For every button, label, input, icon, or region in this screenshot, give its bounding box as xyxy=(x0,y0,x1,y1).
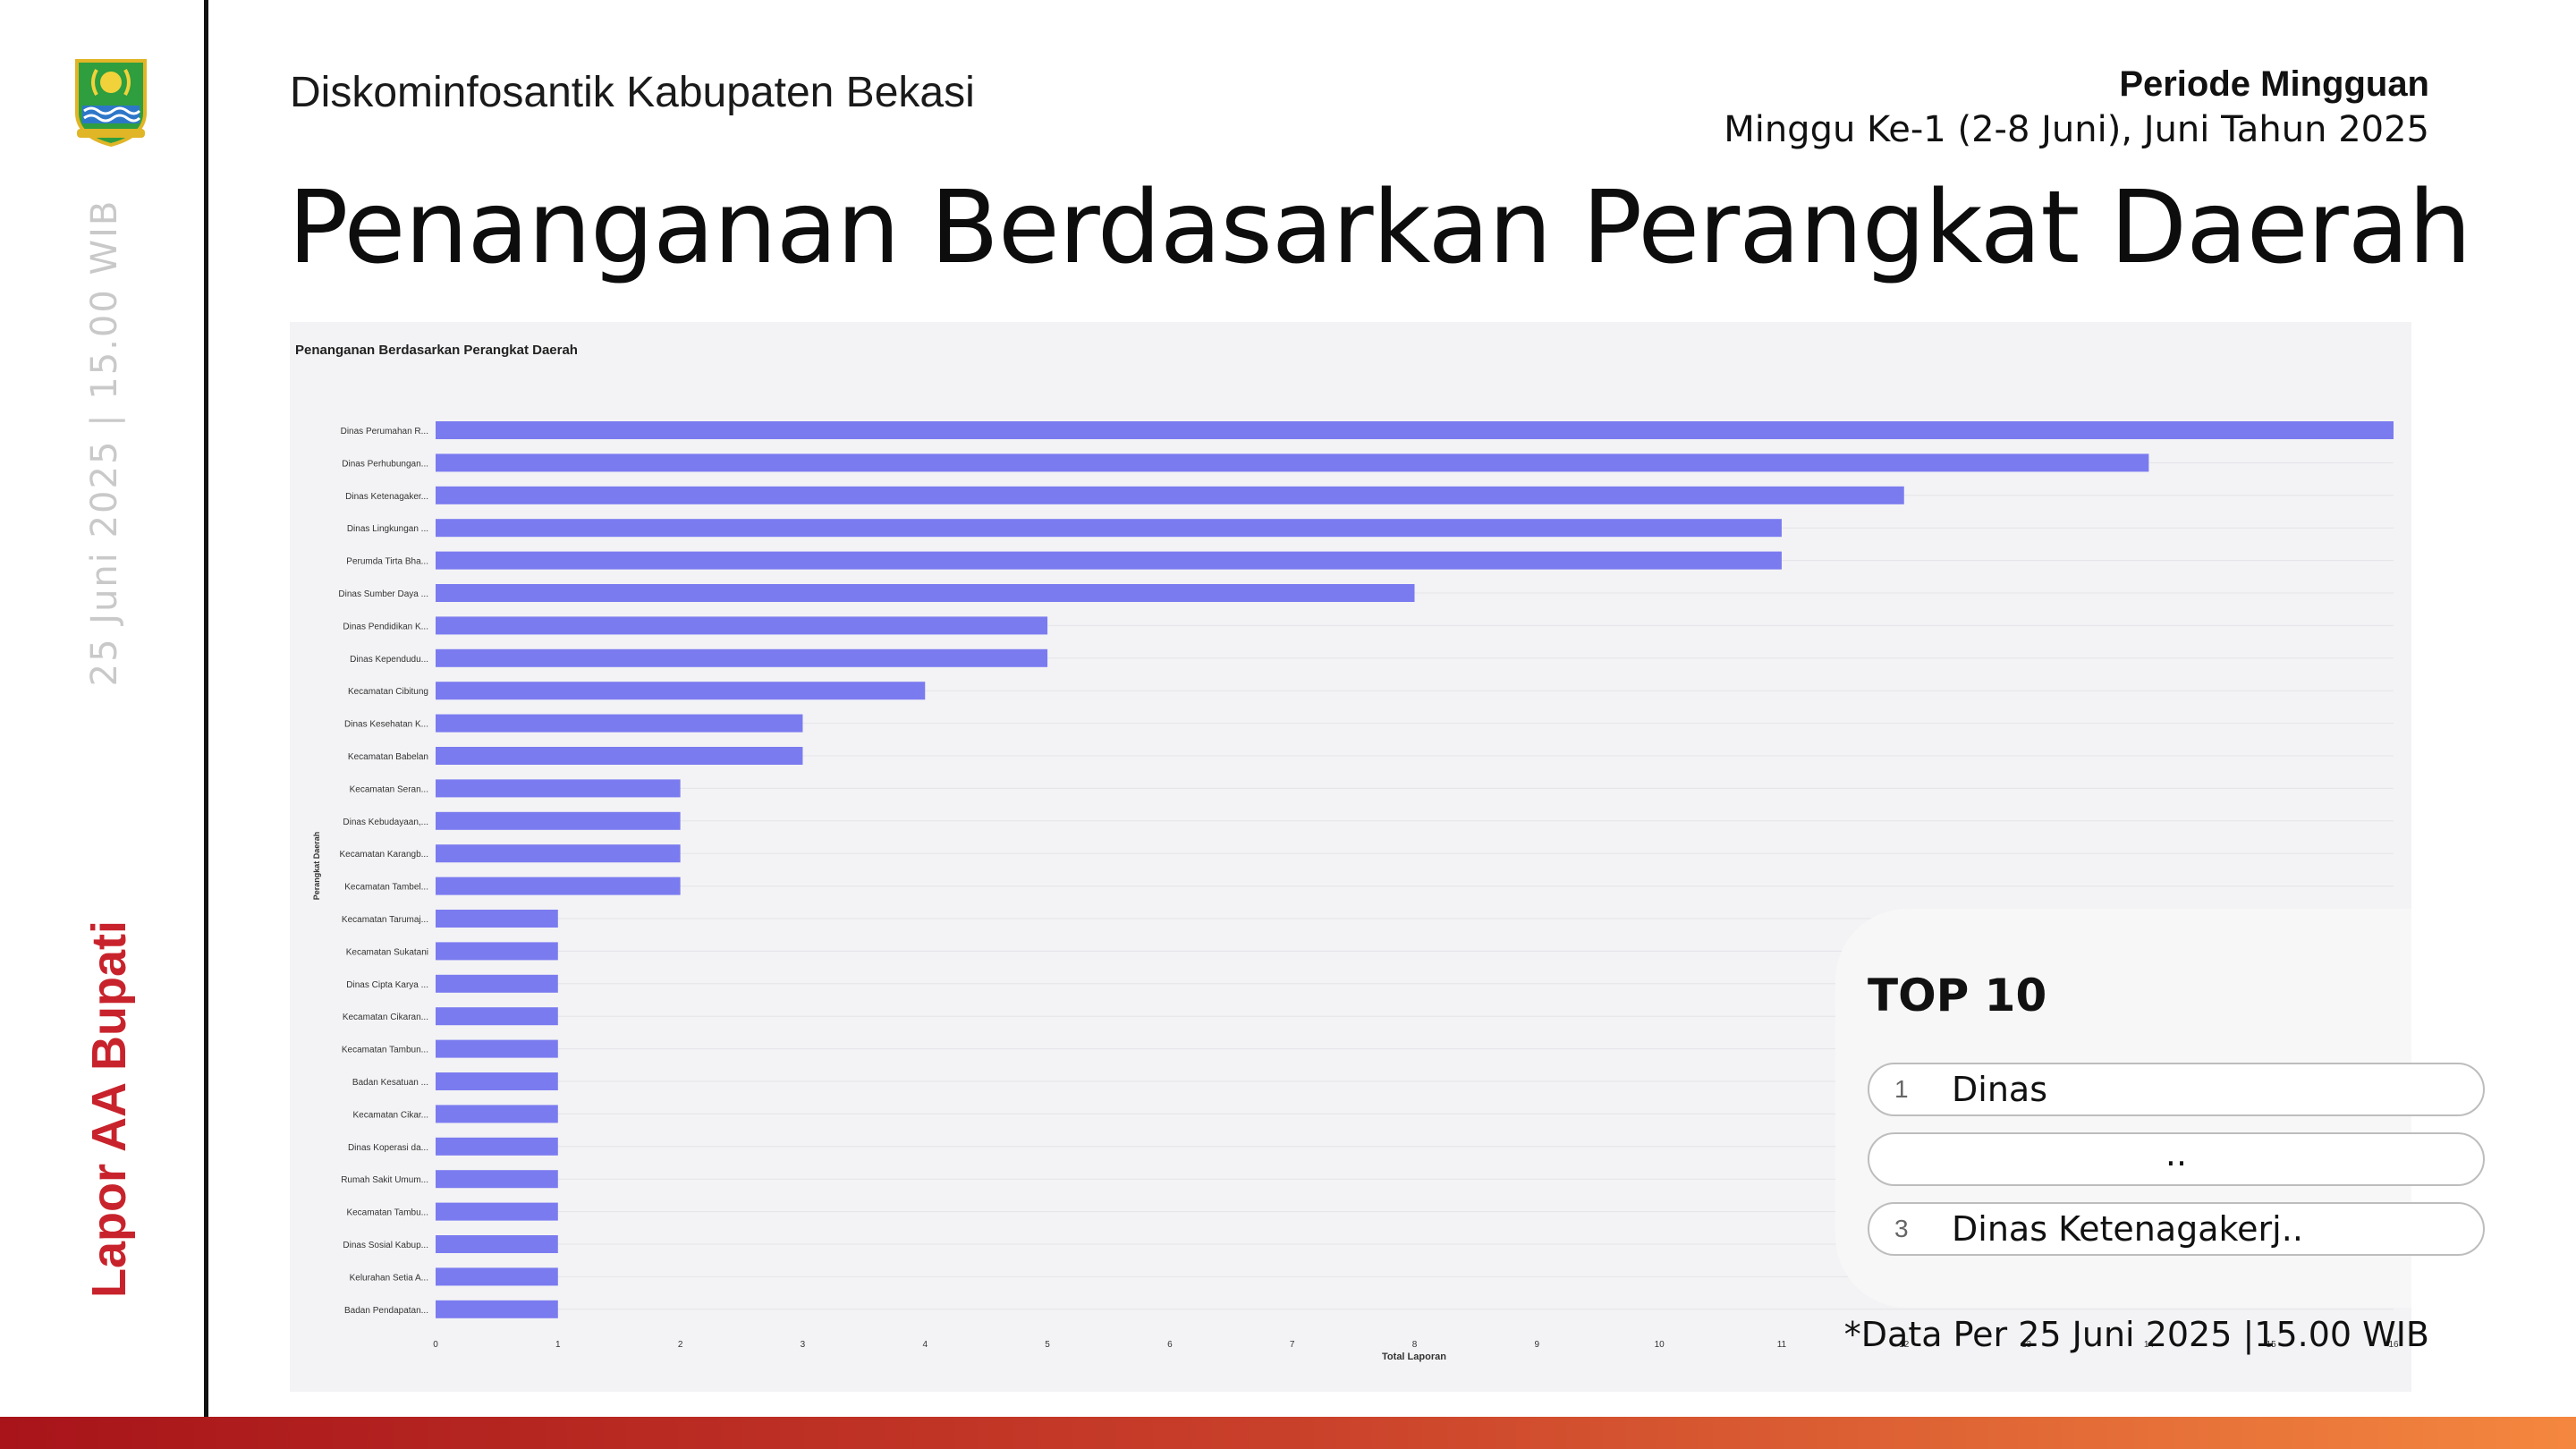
y-tick-label: Dinas Kebudayaan,... xyxy=(343,818,428,827)
x-tick-label: 5 xyxy=(1045,1340,1050,1350)
y-tick-label: Badan Kesatuan ... xyxy=(352,1078,428,1088)
y-tick-label: Kecamatan Babelan xyxy=(348,752,428,762)
chart-bar[interactable] xyxy=(436,1170,558,1189)
y-tick-label: Dinas Kependudu... xyxy=(350,655,428,665)
chart-title: Penanganan Berdasarkan Perangkat Daerah xyxy=(295,343,578,358)
chart-bar[interactable] xyxy=(436,942,558,961)
chart-bar[interactable] xyxy=(436,779,681,798)
x-axis-label: Total Laporan xyxy=(1382,1352,1446,1362)
side-brand-label: Lapor AA Bupati xyxy=(82,920,136,1298)
chart-bar[interactable] xyxy=(436,551,1782,570)
y-tick-label: Dinas Sosial Kabup... xyxy=(343,1241,428,1250)
x-tick-label: 11 xyxy=(1777,1340,1787,1350)
y-tick-label: Dinas Lingkungan ... xyxy=(347,524,428,534)
x-tick-label: 2 xyxy=(678,1340,683,1350)
x-tick-label: 7 xyxy=(1290,1340,1295,1350)
y-tick-label: Kecamatan Sukatani xyxy=(346,947,428,957)
top10-card: TOP 10 1 Dinas .. 3 Dinas Ketenagakerj.. xyxy=(1835,909,2485,1308)
y-tick-label: Perumda Tirta Bha... xyxy=(346,557,428,567)
top10-item-3[interactable]: 3 Dinas Ketenagakerj.. xyxy=(1868,1202,2485,1256)
top10-label: Dinas Ketenagakerj.. xyxy=(1952,1209,2303,1249)
chart-bar[interactable] xyxy=(436,453,2149,472)
chart-bar[interactable] xyxy=(436,682,926,700)
chart-bar[interactable] xyxy=(436,1202,558,1221)
top10-label: Dinas xyxy=(1952,1070,2047,1109)
side-date-label: 25 Juni 2025 | 15.00 WIB xyxy=(84,199,125,687)
y-tick-label: Dinas Perhubungan... xyxy=(342,459,428,469)
y-tick-label: Kecamatan Tambel... xyxy=(344,883,428,893)
bar-chart: Penanganan Berdasarkan Perangkat Daerah … xyxy=(295,343,2399,1362)
chart-bar[interactable] xyxy=(436,486,1904,504)
chart-bar[interactable] xyxy=(436,844,681,863)
top10-label: .. xyxy=(2165,1134,2188,1174)
top10-title: TOP 10 xyxy=(1868,970,2047,1021)
x-tick-label: 15 xyxy=(2267,1340,2277,1350)
chart-bar[interactable] xyxy=(436,1267,558,1286)
period-subtitle: Minggu Ke-1 (2-8 Juni), Juni Tahun 2025 xyxy=(1724,109,2429,150)
bottom-gradient-bar xyxy=(0,1417,2576,1449)
y-tick-label: Kelurahan Setia A... xyxy=(350,1273,428,1283)
chart-bar[interactable] xyxy=(436,877,681,895)
chart-bar[interactable] xyxy=(436,1039,558,1058)
chart-bar[interactable] xyxy=(436,1072,558,1090)
chart-bar[interactable] xyxy=(436,714,803,733)
chart-bar[interactable] xyxy=(436,648,1048,667)
y-tick-label: Kecamatan Cibitung xyxy=(348,687,428,697)
organization-name: Diskominfosantik Kabupaten Bekasi xyxy=(290,69,975,116)
y-tick-label: Kecamatan Tambu... xyxy=(346,1208,428,1218)
period-title: Periode Mingguan xyxy=(2119,64,2429,104)
chart-bar[interactable] xyxy=(436,1105,558,1123)
top10-item-2[interactable]: .. xyxy=(1868,1132,2485,1186)
chart-bar[interactable] xyxy=(436,747,803,765)
x-tick-label: 4 xyxy=(922,1340,928,1350)
y-tick-label: Dinas Cipta Karya ... xyxy=(346,980,428,990)
x-tick-label: 16 xyxy=(2388,1340,2399,1350)
chart-bar[interactable] xyxy=(436,811,681,830)
chart-bar[interactable] xyxy=(436,910,558,928)
x-tick-label: 10 xyxy=(1655,1340,1665,1350)
y-tick-label: Dinas Koperasi da... xyxy=(348,1143,428,1153)
y-tick-label: Dinas Pendidikan K... xyxy=(343,622,428,631)
x-tick-label: 6 xyxy=(1167,1340,1173,1350)
y-tick-label: Kecamatan Cikar... xyxy=(353,1110,428,1120)
x-tick-label: 13 xyxy=(2021,1340,2032,1350)
y-tick-label: Badan Pendapatan... xyxy=(344,1306,428,1316)
chart-bar[interactable] xyxy=(436,1300,558,1318)
x-tick-label: 14 xyxy=(2144,1340,2155,1350)
y-tick-label: Dinas Sumber Daya ... xyxy=(338,589,428,599)
y-tick-label: Dinas Kesehatan K... xyxy=(344,720,428,730)
x-tick-label: 1 xyxy=(555,1340,561,1350)
sidebar-divider xyxy=(204,0,208,1417)
chart-bar[interactable] xyxy=(436,1007,558,1026)
page-title: Penanganan Berdasarkan Perangkat Daerah xyxy=(288,170,2471,286)
x-tick-label: 12 xyxy=(1899,1340,1910,1350)
y-tick-label: Rumah Sakit Umum... xyxy=(341,1175,428,1185)
top10-rank: 1 xyxy=(1894,1075,1909,1103)
y-tick-label: Kecamatan Tambun... xyxy=(342,1046,428,1055)
y-tick-label: Dinas Perumahan R... xyxy=(341,427,428,436)
y-tick-label: Dinas Ketenagaker... xyxy=(345,492,428,502)
x-tick-label: 8 xyxy=(1412,1340,1418,1350)
chart-bar[interactable] xyxy=(436,616,1048,635)
y-tick-label: Kecamatan Tarumaj... xyxy=(342,915,428,925)
x-tick-label: 0 xyxy=(433,1340,438,1350)
top10-item-1[interactable]: 1 Dinas xyxy=(1868,1063,2485,1116)
chart-bar[interactable] xyxy=(436,421,2394,439)
x-tick-label: 3 xyxy=(801,1340,806,1350)
chart-bar[interactable] xyxy=(436,1235,558,1253)
chart-bar[interactable] xyxy=(436,1137,558,1156)
y-axis-label: Perangkat Daerah xyxy=(312,832,321,901)
x-tick-label: 9 xyxy=(1535,1340,1540,1350)
chart-bar[interactable] xyxy=(436,519,1782,538)
chart-bar[interactable] xyxy=(436,584,1415,602)
y-tick-label: Kecamatan Cikaran... xyxy=(343,1013,428,1022)
y-tick-label: Kecamatan Karangb... xyxy=(339,850,428,860)
chart-bar[interactable] xyxy=(436,974,558,993)
bekasi-regency-emblem-icon xyxy=(72,57,150,148)
data-footnote: *Data Per 25 Juni 2025 |15.00 WIB xyxy=(1843,1315,2429,1354)
y-tick-label: Kecamatan Seran... xyxy=(350,784,428,794)
top10-rank: 3 xyxy=(1894,1215,1909,1242)
